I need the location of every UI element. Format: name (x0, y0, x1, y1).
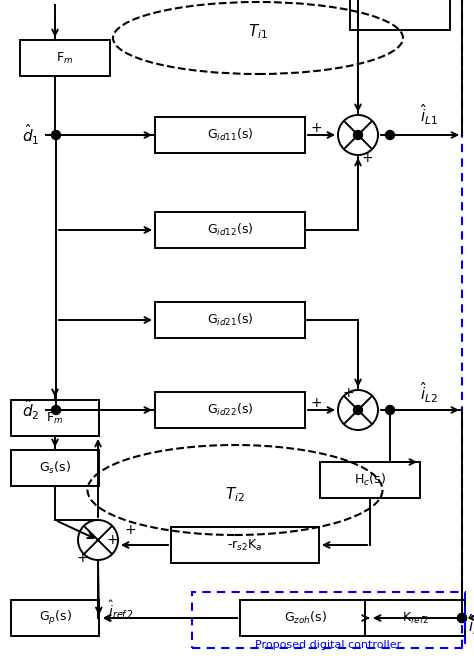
Bar (171, 527, 319, 563)
Text: G$_{id22}$(s): G$_{id22}$(s) (207, 402, 253, 418)
Bar (155, 117, 305, 153)
Text: $\hat{i}_{ref}$: $\hat{i}_{ref}$ (468, 613, 474, 638)
Circle shape (52, 406, 61, 414)
Text: $\hat{i}_{L1}$: $\hat{i}_{L1}$ (420, 103, 438, 127)
Text: $T_{i1}$: $T_{i1}$ (248, 23, 268, 41)
Text: F$_m$: F$_m$ (56, 50, 73, 66)
Text: +: + (361, 151, 373, 165)
Text: $\hat{i}_{ref\,2}$: $\hat{i}_{ref\,2}$ (108, 598, 134, 622)
Bar (350, 0, 450, 30)
Text: +: + (342, 386, 354, 400)
Bar (155, 302, 305, 338)
Bar (320, 462, 420, 498)
Bar (240, 600, 370, 636)
Text: +: + (310, 396, 322, 410)
Text: K$_{ref2}$: K$_{ref2}$ (401, 610, 428, 626)
Bar (11, 450, 99, 486)
Circle shape (354, 130, 363, 140)
Bar (155, 392, 305, 428)
Bar (155, 212, 305, 248)
Text: G$_{zoh}$(s): G$_{zoh}$(s) (283, 610, 327, 626)
Bar (365, 600, 465, 636)
Text: F$_m$: F$_m$ (46, 410, 64, 426)
Circle shape (385, 130, 394, 140)
Text: G$_{id12}$(s): G$_{id12}$(s) (207, 222, 253, 238)
Bar (20, 40, 110, 76)
Circle shape (52, 130, 61, 140)
Text: $\hat{i}_{L2}$: $\hat{i}_{L2}$ (420, 381, 438, 405)
Text: G$_p$(s): G$_p$(s) (38, 609, 72, 627)
Circle shape (457, 614, 466, 622)
Text: $\hat{d}_1$: $\hat{d}_1$ (22, 122, 39, 148)
Text: Proposed digital controller: Proposed digital controller (255, 640, 401, 650)
Text: $\hat{d}_2$: $\hat{d}_2$ (22, 398, 39, 422)
Text: $T_{i2}$: $T_{i2}$ (225, 486, 245, 504)
Bar (11, 600, 99, 636)
Text: +: + (76, 551, 88, 565)
Text: G$_{id21}$(s): G$_{id21}$(s) (207, 312, 253, 328)
Text: +: + (106, 533, 118, 547)
Circle shape (457, 614, 466, 622)
Bar (192, 592, 465, 648)
Text: -r$_{s2}$K$_a$: -r$_{s2}$K$_a$ (228, 538, 263, 553)
Circle shape (354, 406, 363, 414)
Bar (11, 400, 99, 436)
Text: H$_c$(s): H$_c$(s) (354, 472, 386, 488)
Circle shape (385, 406, 394, 414)
Text: G$_s$(s): G$_s$(s) (39, 460, 71, 476)
Text: G$_{id11}$(s): G$_{id11}$(s) (207, 127, 253, 143)
Text: +: + (124, 523, 136, 537)
Text: +: + (310, 121, 322, 135)
